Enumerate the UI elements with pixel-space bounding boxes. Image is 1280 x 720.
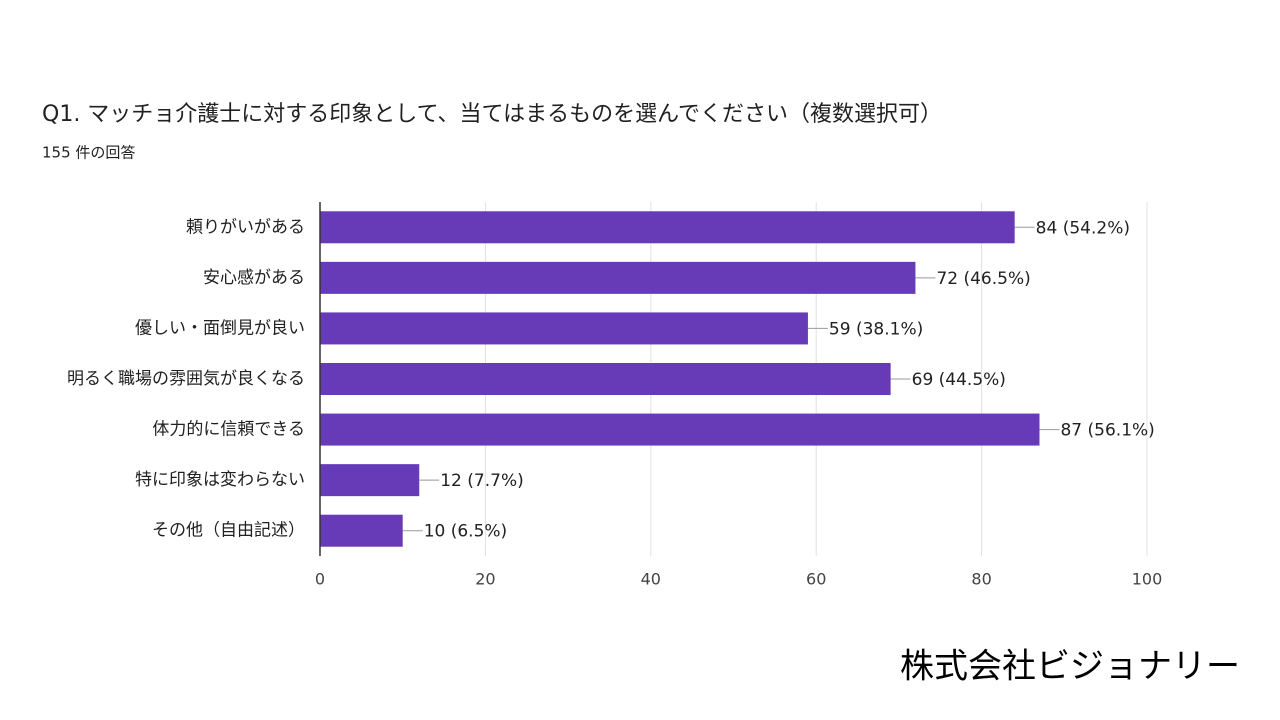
value-label: 10 (6.5%) <box>424 522 508 542</box>
x-tick-label: 20 <box>475 570 495 589</box>
value-label: 84 (54.2%) <box>1036 218 1130 238</box>
bar <box>320 413 1040 446</box>
y-tick-label: 体力的に信頼できる <box>152 420 305 440</box>
bar <box>320 464 420 497</box>
x-tick-label: 80 <box>971 570 991 589</box>
chart-subtitle: 155 件の回答 <box>42 144 135 162</box>
y-tick-label: 頼りがいがある <box>186 217 305 237</box>
bar <box>320 261 916 294</box>
y-tick-label: 明るく職場の雰囲気が良くなる <box>67 369 305 389</box>
x-tick-label: 0 <box>315 570 325 589</box>
x-tick-label: 100 <box>1132 570 1163 589</box>
bar <box>320 514 403 547</box>
y-tick-label: その他（自由記述） <box>152 521 305 541</box>
value-label: 12 (7.7%) <box>440 471 524 491</box>
bar <box>320 363 891 395</box>
footer: 株式会社ビジョナリー <box>900 647 1240 687</box>
y-tick-label: 特に印象は変わらない <box>135 470 305 490</box>
value-label: 59 (38.1%) <box>829 319 923 339</box>
chart-title: Q1. マッチョ介護士に対する印象として、当てはまるものを選んでください（複数選… <box>42 102 942 127</box>
bar <box>320 211 1015 244</box>
y-tick-label: 優しい・面倒見が良い <box>135 318 305 338</box>
value-label: 72 (46.5%) <box>936 269 1030 289</box>
value-label: 69 (44.5%) <box>912 370 1006 390</box>
x-tick-label: 40 <box>641 570 661 589</box>
y-tick-label: 安心感がある <box>203 268 305 288</box>
value-label: 87 (56.1%) <box>1060 421 1154 441</box>
x-tick-label: 60 <box>806 570 826 589</box>
bar <box>320 312 808 345</box>
